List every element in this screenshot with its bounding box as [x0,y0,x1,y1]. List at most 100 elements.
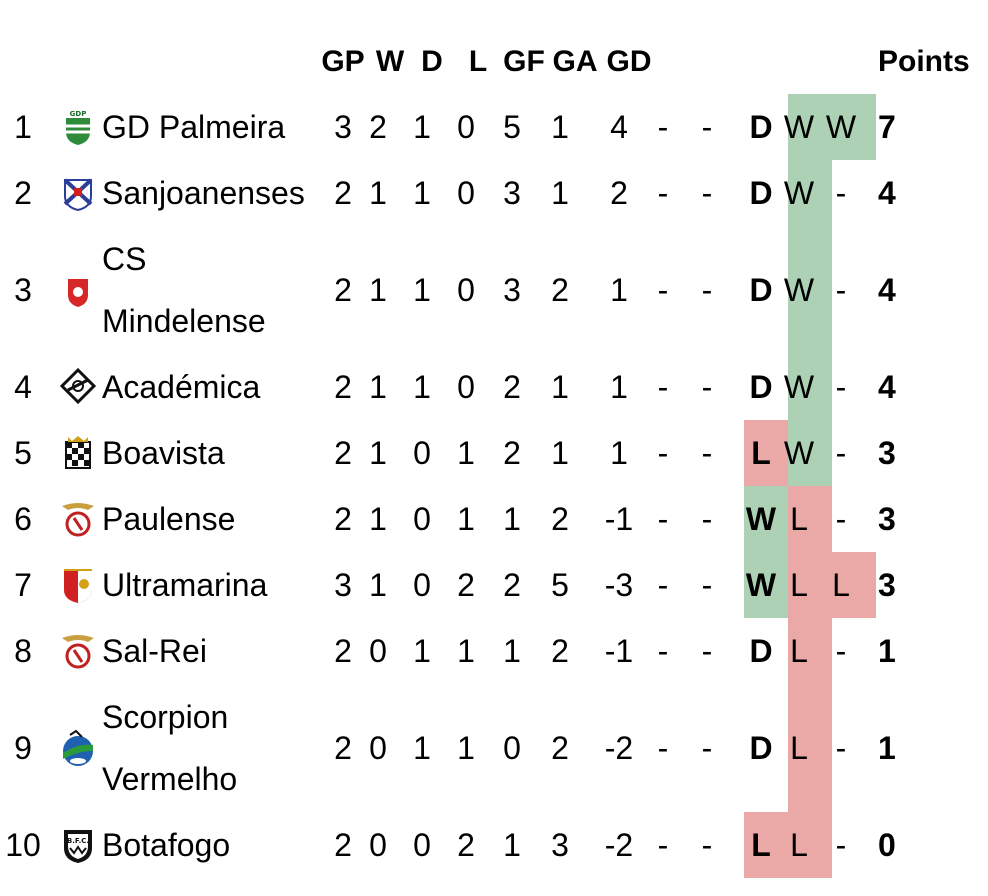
cell-r1: W [745,566,777,603]
points-cell: 3 [878,434,896,471]
cell-c1: - [657,729,669,766]
cell-r2: W [783,108,815,145]
cell-r1: D [749,368,773,405]
cell-l: 2 [457,566,475,603]
cell-l: 0 [457,368,475,405]
cell-gf: 1 [503,632,521,669]
team-name: CS Mindelense [102,226,318,354]
cell-w: 0 [369,729,387,766]
cell-gd: -2 [604,729,634,766]
svg-text:B.F.C.: B.F.C. [67,837,89,845]
points-cell: 3 [878,566,896,603]
cell-r2: W [783,434,815,471]
position-cell: 1 [14,108,32,145]
ultramarina-crest-icon [60,566,96,604]
team-name-line: Scorpion [102,699,229,735]
cell-c2: - [701,434,713,471]
cell-w: 1 [369,271,387,308]
result-background [788,226,832,354]
botafogo-crest-icon: B.F.C. [60,826,96,864]
cell-ga: 2 [551,271,569,308]
team-name: Paulense [102,486,318,552]
cell-ga: 1 [551,434,569,471]
cell-c2: - [701,174,713,211]
header-d: D [421,45,443,78]
cell-ga: 1 [551,174,569,211]
result-background [788,420,832,486]
sal-rei-crest-icon [60,632,96,670]
cell-gp: 2 [334,729,352,766]
cell-ga: 3 [551,826,569,863]
cell-w: 1 [369,566,387,603]
cell-ga: 1 [551,108,569,145]
cell-gd: 1 [610,271,628,308]
cs-mindelense-crest-icon [60,271,96,309]
position-cell: 7 [14,566,32,603]
position-cell: 3 [14,271,32,308]
cell-r3: - [835,500,847,537]
cell-r3: - [835,632,847,669]
points-cell: 4 [878,174,896,211]
result-background [788,684,832,812]
cell-d: 1 [413,632,431,669]
cell-r2: W [783,174,815,211]
cell-l: 0 [457,108,475,145]
team-name-line: Boavista [102,435,225,471]
position-cell: 4 [14,368,32,405]
cell-c2: - [701,632,713,669]
cell-r2: L [790,632,808,669]
team-name-line: CS [102,241,147,277]
points-cell: 1 [878,729,896,766]
boavista-crest-icon [60,434,96,472]
cell-r1: L [751,826,771,863]
cell-c2: - [701,108,713,145]
gd-palmeira-crest-icon: GDP [60,108,96,146]
team-name: Scorpion Vermelho [102,684,318,812]
cell-gd: 1 [610,368,628,405]
cell-d: 0 [413,566,431,603]
cell-l: 1 [457,632,475,669]
cell-r2: L [790,566,808,603]
cell-gf: 1 [503,500,521,537]
cell-l: 1 [457,434,475,471]
team-name-line: Académica [102,369,261,405]
cell-r3: - [835,434,847,471]
team-name-line: Botafogo [102,827,231,863]
cell-c1: - [657,108,669,145]
cell-gp: 2 [334,368,352,405]
cell-gd: 1 [610,434,628,471]
cell-gd: -1 [604,632,634,669]
cell-w: 0 [369,826,387,863]
header-ga: GA [552,45,598,78]
cell-c2: - [701,566,713,603]
cell-d: 0 [413,500,431,537]
team-name-line: Sal-Rei [102,633,207,669]
cell-gf: 3 [503,271,521,308]
cell-c1: - [657,368,669,405]
cell-w: 0 [369,632,387,669]
cell-r3: - [835,174,847,211]
team-name-line: Paulense [102,501,236,537]
cell-l: 2 [457,826,475,863]
team-name-line: Sanjoanenses [102,175,305,211]
cell-ga: 2 [551,500,569,537]
result-background [788,486,832,552]
cell-gf: 2 [503,434,521,471]
cell-gf: 5 [503,108,521,145]
points-cell: 0 [878,826,896,863]
result-background [744,420,788,486]
cell-c2: - [701,271,713,308]
position-cell: 10 [5,826,41,863]
cell-r1: D [749,108,773,145]
result-background [832,94,876,160]
cell-gf: 2 [503,368,521,405]
scorpion-vermelho-crest-icon [60,729,96,767]
header-w: W [375,45,405,78]
cell-c2: - [701,500,713,537]
team-name: Botafogo [102,812,318,878]
cell-c2: - [701,729,713,766]
cell-gp: 3 [334,108,352,145]
cell-w: 1 [369,174,387,211]
cell-r1: W [745,500,777,537]
